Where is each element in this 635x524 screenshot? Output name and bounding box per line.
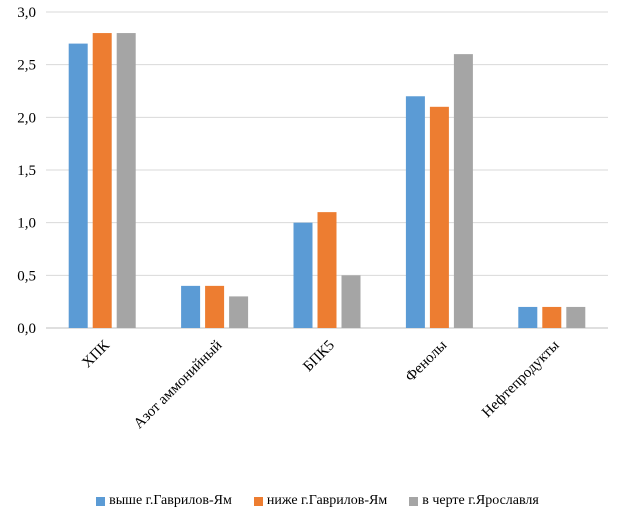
y-tick-label: 1,0 bbox=[17, 216, 36, 232]
bar bbox=[566, 306, 586, 328]
legend: выше г.Гаврилов-Ям ниже г.Гаврилов-Ям в че… bbox=[0, 488, 635, 514]
bar bbox=[405, 96, 425, 329]
legend-item: выше г.Гаврилов-Ям bbox=[96, 493, 232, 509]
legend-label: в черте г.Ярославля bbox=[422, 493, 539, 508]
bar bbox=[518, 306, 538, 328]
bar bbox=[181, 285, 201, 328]
y-tick-label: 0,0 bbox=[17, 321, 36, 337]
bar bbox=[116, 33, 136, 329]
y-tick-label: 3,0 bbox=[17, 5, 36, 21]
bar bbox=[341, 275, 361, 328]
legend-swatch bbox=[253, 496, 263, 506]
y-tick-label: 2,5 bbox=[17, 58, 36, 74]
bar bbox=[453, 54, 473, 329]
bars bbox=[68, 33, 586, 329]
legend-label: ниже г.Гаврилов-Ям bbox=[266, 493, 388, 508]
bar bbox=[229, 296, 249, 328]
x-tick-label: БПК5 bbox=[300, 338, 337, 375]
bar bbox=[293, 222, 313, 328]
y-tick-label: 0,5 bbox=[17, 268, 36, 284]
y-tick-label: 1,5 bbox=[17, 163, 36, 179]
y-tick-label: 2,0 bbox=[17, 110, 36, 126]
bar-chart: 0,0 0,5 1,0 1,5 2,0 2,5 3,0 ХПК Азот аммонийный… bbox=[17, 5, 608, 432]
x-tick-label: Азот аммонийный bbox=[131, 338, 225, 432]
legend-label: выше г.Гаврилов-Ям bbox=[109, 493, 232, 508]
legend-item: ниже г.Гаврилов-Ям bbox=[253, 493, 388, 509]
x-axis-ticks: ХПК Азот аммонийный БПК5 Фенолы Нефтепродукт… bbox=[79, 337, 562, 432]
legend-swatch bbox=[409, 496, 419, 506]
bar bbox=[92, 33, 112, 329]
bar bbox=[429, 106, 449, 328]
x-tick-label: Фенолы bbox=[403, 338, 451, 386]
y-axis-ticks: 0,0 0,5 1,0 1,5 2,0 2,5 3,0 bbox=[17, 5, 36, 337]
x-tick-label: Нефтепродукты bbox=[479, 338, 562, 421]
bar bbox=[542, 306, 562, 328]
x-tick-label: ХПК bbox=[79, 337, 113, 371]
legend-swatch bbox=[96, 496, 106, 506]
legend-item: в черте г.Ярославля bbox=[409, 493, 539, 509]
bar bbox=[68, 43, 88, 328]
bar bbox=[317, 212, 337, 328]
bar bbox=[205, 285, 225, 328]
